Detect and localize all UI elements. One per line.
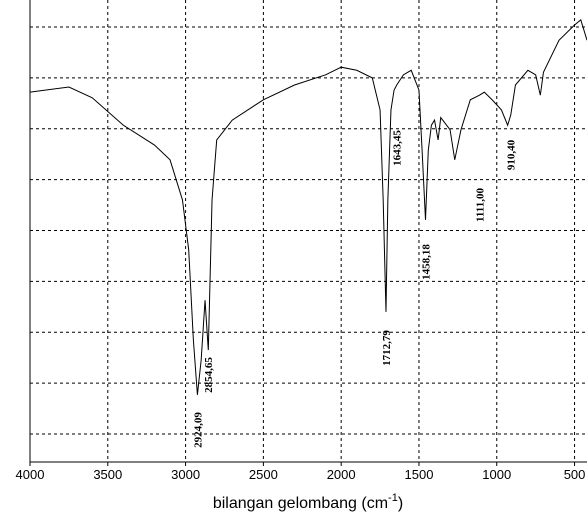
peak-label: 910,40 xyxy=(506,139,518,170)
peak-label: 1111,00 xyxy=(474,188,486,222)
x-tick-label: 2500 xyxy=(249,467,278,482)
peak-label: 2924,09 xyxy=(192,412,204,448)
peak-label: 2854,65 xyxy=(203,357,215,393)
spectrum-line xyxy=(29,19,587,395)
peak-label: 1458,18 xyxy=(420,244,432,280)
x-axis-label: bilangan gelombang (cm-1) xyxy=(213,492,403,512)
x-tick-label: 3000 xyxy=(171,467,200,482)
peak-label: 1643,45 xyxy=(392,130,404,166)
x-tick-label: 3500 xyxy=(93,467,122,482)
peak-label: 1712,79 xyxy=(381,330,393,366)
x-label-text: bilangan gelombang (cm xyxy=(213,495,388,512)
x-tick-label: 2000 xyxy=(327,467,356,482)
x-tick-label: 500 xyxy=(564,467,586,482)
x-label-sup: -1 xyxy=(388,492,398,504)
x-label-close: ) xyxy=(398,495,403,512)
x-tick-label: 1500 xyxy=(405,467,434,482)
x-tick-label: 4000 xyxy=(16,467,45,482)
x-tick-label: 1000 xyxy=(482,467,511,482)
